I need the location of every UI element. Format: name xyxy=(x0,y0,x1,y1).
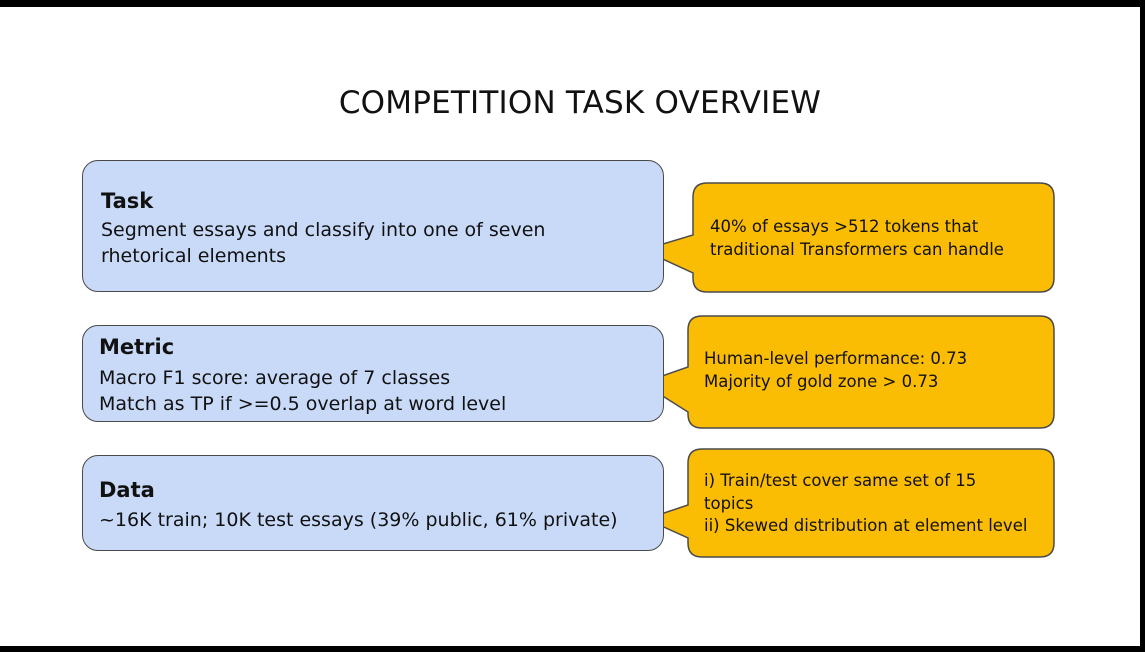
callout-metric-shape xyxy=(640,315,1055,429)
task-body-line: rhetorical elements xyxy=(101,245,287,267)
data-box: Data ~16K train; 10K test essays (39% pu… xyxy=(82,455,664,551)
data-body-line: ~16K train; 10K test essays (39% public,… xyxy=(99,509,618,531)
metric-body: Macro F1 score: average of 7 classes Mat… xyxy=(99,365,506,417)
task-box: Task Segment essays and classify into on… xyxy=(82,160,664,292)
slide: COMPETITION TASK OVERVIEW Task Segment e… xyxy=(0,7,1140,646)
data-callout-text: i) Train/test cover same set of 15 topic… xyxy=(704,470,1027,538)
data-callout-line: ii) Skewed distribution at element level xyxy=(704,516,1028,535)
metric-box: Metric Macro F1 score: average of 7 clas… xyxy=(82,325,664,422)
callout-task-shape xyxy=(640,182,1055,293)
callout-shapes xyxy=(640,182,1055,558)
data-callout-line: i) Train/test cover same set of 15 xyxy=(704,471,977,490)
data-body: ~16K train; 10K test essays (39% public,… xyxy=(99,507,618,533)
metric-callout-text: Human-level performance: 0.73 Majority o… xyxy=(704,348,967,393)
task-callout-text: 40% of essays >512 tokens that tradition… xyxy=(710,216,1004,261)
metric-body-line: Macro F1 score: average of 7 classes xyxy=(99,367,451,389)
task-callout-line: 40% of essays >512 tokens that xyxy=(710,217,979,236)
data-callout-line: topics xyxy=(704,493,754,513)
metric-callout-line: Human-level performance: 0.73 xyxy=(704,349,968,368)
task-body-line: Segment essays and classify into one of … xyxy=(101,219,546,241)
task-heading: Task xyxy=(101,189,154,213)
task-callout-line: traditional Transformers can handle xyxy=(710,239,1004,259)
metric-heading: Metric xyxy=(99,335,175,359)
metric-callout-line: Majority of gold zone > 0.73 xyxy=(704,371,939,391)
task-body: Segment essays and classify into one of … xyxy=(101,217,545,269)
metric-body-line: Match as TP if >=0.5 overlap at word lev… xyxy=(99,393,507,415)
data-heading: Data xyxy=(99,478,155,502)
callout-data-shape xyxy=(643,448,1055,558)
slide-title: COMPETITION TASK OVERVIEW xyxy=(338,85,822,121)
